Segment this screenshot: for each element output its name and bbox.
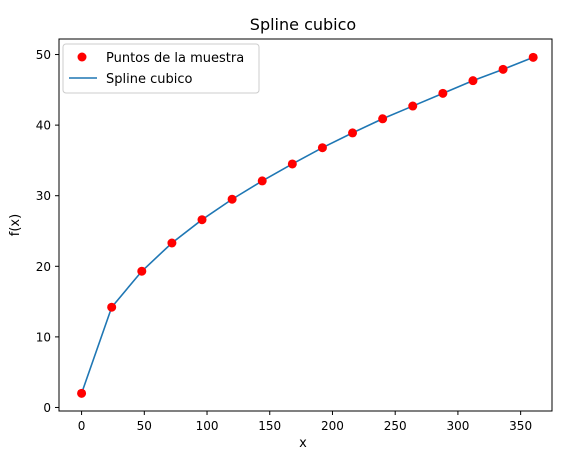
chart-title: Spline cubico xyxy=(250,15,356,34)
plot-area-frame xyxy=(58,38,553,412)
y-axis-label: f(x) xyxy=(8,214,23,236)
sample-point xyxy=(287,159,297,169)
y-tick-label: 50 xyxy=(36,48,51,62)
sample-point xyxy=(317,143,327,153)
y-tick-label: 30 xyxy=(36,189,51,203)
sample-point xyxy=(438,88,448,98)
sample-point xyxy=(257,176,267,186)
sample-point xyxy=(348,128,358,138)
sample-point xyxy=(498,64,508,74)
sample-point xyxy=(167,238,177,248)
legend: Puntos de la muestra Spline cubico xyxy=(62,43,260,94)
sample-point xyxy=(408,101,418,111)
y-tick-label: 20 xyxy=(36,260,51,274)
sample-point xyxy=(107,302,117,312)
y-axis: 0 10 20 30 40 50 xyxy=(36,48,59,415)
sample-point xyxy=(468,76,478,86)
sample-point xyxy=(137,266,147,276)
y-tick-label: 10 xyxy=(36,330,51,344)
legend-label-spline: Spline cubico xyxy=(106,72,192,87)
x-tick-label: 150 xyxy=(258,419,281,433)
legend-marker-sample-points xyxy=(77,52,87,62)
y-tick-label: 40 xyxy=(36,119,51,133)
x-tick-label: 100 xyxy=(196,419,219,433)
sample-point xyxy=(77,388,87,398)
sample-point xyxy=(378,114,388,124)
x-tick-label: 50 xyxy=(137,419,152,433)
series-layer xyxy=(77,52,538,398)
legend-box xyxy=(62,43,260,94)
x-axis-label: x xyxy=(299,436,307,451)
x-tick-label: 250 xyxy=(384,419,407,433)
sample-point xyxy=(528,52,538,62)
x-tick-label: 350 xyxy=(509,419,532,433)
spline-line xyxy=(80,56,534,394)
y-tick-label: 0 xyxy=(43,401,51,415)
sample-point xyxy=(197,215,207,225)
x-axis: 0 50 100 150 200 250 300 350 xyxy=(78,411,532,433)
x-tick-label: 300 xyxy=(446,419,469,433)
x-tick-label: 200 xyxy=(321,419,344,433)
sample-point xyxy=(227,194,237,204)
legend-label-sample-points: Puntos de la muestra xyxy=(106,51,244,66)
x-tick-label: 0 xyxy=(78,419,86,433)
